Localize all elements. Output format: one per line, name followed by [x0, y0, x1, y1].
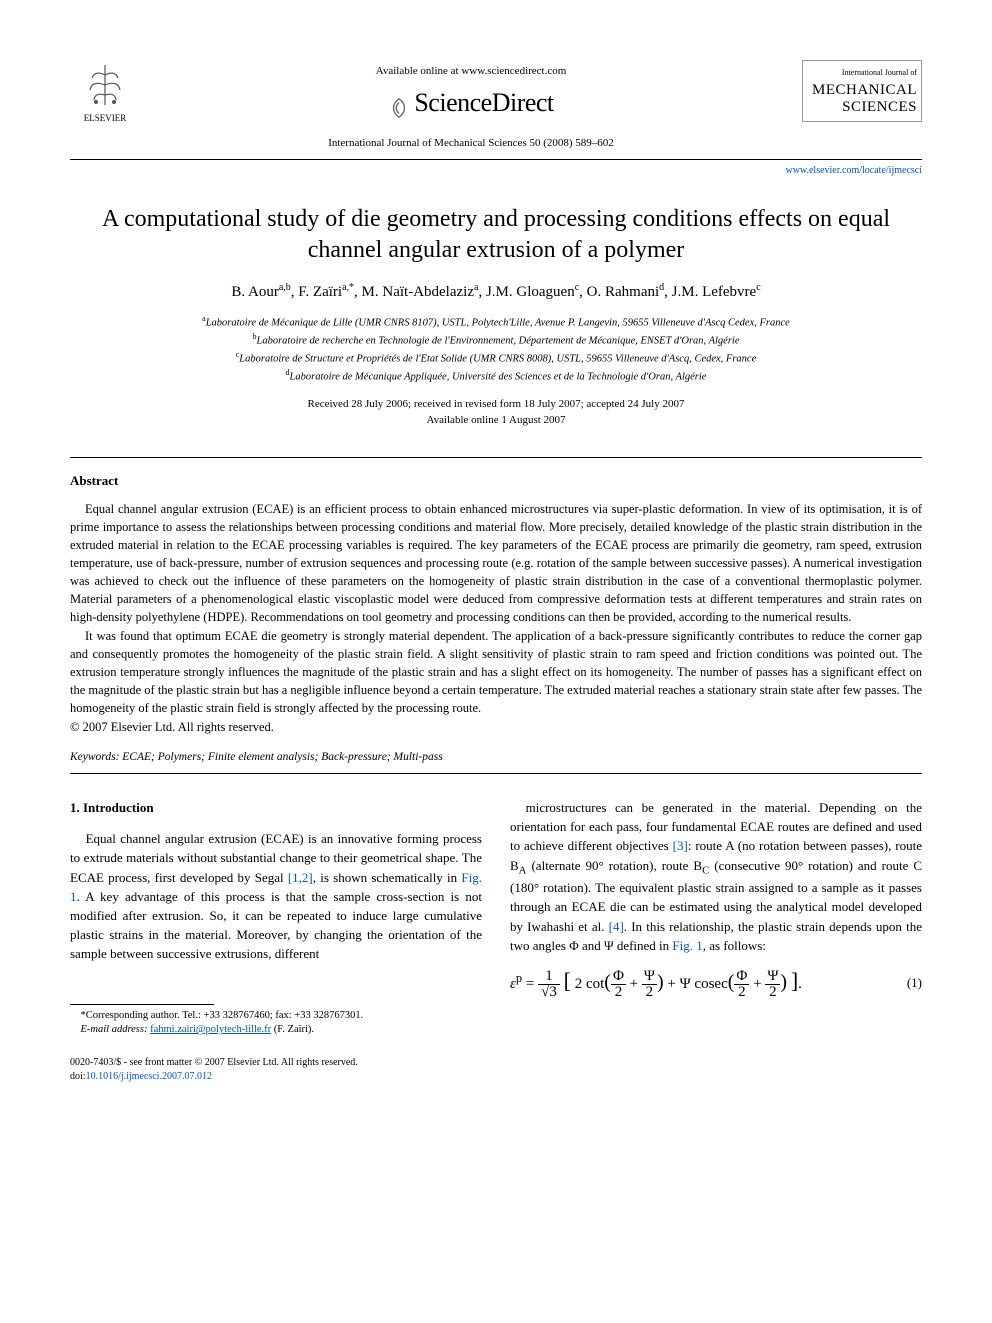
affiliation-b: bLaboratoire de recherche en Technologie…: [70, 331, 922, 349]
corr-email-who: (F. Zaïri).: [274, 1024, 314, 1035]
available-online-text: Available online at www.sciencedirect.co…: [140, 64, 802, 79]
affiliation-d: dLaboratoire de Mécanique Appliquée, Uni…: [70, 367, 922, 385]
affiliation-a: aLaboratoire de Mécanique de Lille (UMR …: [70, 313, 922, 331]
sciencedirect-icon: [388, 93, 410, 115]
affiliations: aLaboratoire de Mécanique de Lille (UMR …: [70, 313, 922, 386]
journal-locate-link-row: www.elsevier.com/locate/ijmecsci: [70, 164, 922, 178]
sciencedirect-logo: ScienceDirect: [140, 85, 802, 121]
abstract-heading: Abstract: [70, 472, 922, 490]
equation-1-body: εp = 1√3 [ 2 cot(Φ2 + Ψ2) + Ψ cosec(Φ2 +…: [510, 965, 802, 1000]
article-title: A computational study of die geometry an…: [70, 204, 922, 266]
rule-above-abstract: [70, 457, 922, 458]
intro-left-text: Equal channel angular extrusion (ECAE) i…: [70, 829, 482, 964]
abstract-copyright: © 2007 Elsevier Ltd. All rights reserved…: [70, 719, 922, 737]
affiliation-c: cLaboratoire de Structure et Propriétés …: [70, 349, 922, 367]
journal-box-name-2: SCIENCES: [807, 99, 917, 116]
email-label: E-mail address:: [81, 1024, 148, 1035]
corr-author-line: *Corresponding author. Tel.: +33 3287674…: [70, 1009, 482, 1024]
footer-doi-line: doi:10.1016/j.ijmecsci.2007.07.012: [70, 1070, 482, 1084]
intro-heading: 1. Introduction: [70, 798, 482, 817]
doi-link[interactable]: 10.1016/j.ijmecsci.2007.07.012: [86, 1071, 212, 1082]
equation-1-number: (1): [907, 973, 922, 992]
journal-reference: International Journal of Mechanical Scie…: [140, 136, 802, 151]
footer-copyright: 0020-7403/$ - see front matter © 2007 El…: [70, 1056, 482, 1070]
equation-1-row: εp = 1√3 [ 2 cot(Φ2 + Ψ2) + Ψ cosec(Φ2 +…: [510, 965, 922, 1000]
right-column: microstructures can be generated in the …: [510, 798, 922, 1084]
article-dates: Received 28 July 2006; received in revis…: [70, 396, 922, 429]
journal-locate-link[interactable]: www.elsevier.com/locate/ijmecsci: [785, 165, 922, 176]
elsevier-logo: ELSEVIER: [70, 60, 140, 125]
journal-box-name-1: MECHANICAL: [807, 82, 917, 99]
body-columns: 1. Introduction Equal channel angular ex…: [70, 798, 922, 1084]
intro-right-text: microstructures can be generated in the …: [510, 798, 922, 955]
abstract-body: Equal channel angular extrusion (ECAE) i…: [70, 500, 922, 718]
elsevier-tree-icon: [80, 60, 130, 110]
online-date: Available online 1 August 2007: [70, 412, 922, 429]
keywords-label: Keywords:: [70, 751, 119, 763]
sciencedirect-text: ScienceDirect: [414, 85, 553, 121]
left-column: 1. Introduction Equal channel angular ex…: [70, 798, 482, 1084]
header-row: ELSEVIER Available online at www.science…: [70, 60, 922, 160]
footer-block: 0020-7403/$ - see front matter © 2007 El…: [70, 1056, 482, 1084]
keywords-list: ECAE; Polymers; Finite element analysis;…: [122, 751, 442, 763]
doi-label: doi:: [70, 1071, 86, 1082]
received-date: Received 28 July 2006; received in revis…: [70, 396, 922, 413]
journal-box-caption: International Journal of: [807, 67, 917, 78]
abstract-p1: Equal channel angular extrusion (ECAE) i…: [70, 500, 922, 627]
keywords-line: Keywords: ECAE; Polymers; Finite element…: [70, 749, 922, 765]
header-center: Available online at www.sciencedirect.co…: [140, 60, 802, 151]
corr-email-link[interactable]: fahmi.zairi@polytech-lille.fr: [150, 1024, 271, 1035]
corresponding-author-footnote: *Corresponding author. Tel.: +33 3287674…: [70, 1009, 482, 1038]
authors-line: B. Aoura,b, F. Zaïria,*, M. Naït-Abdelaz…: [70, 281, 922, 303]
corr-email-line: E-mail address: fahmi.zairi@polytech-lil…: [70, 1023, 482, 1038]
journal-cover-box: International Journal of MECHANICAL SCIE…: [802, 60, 922, 122]
rule-below-keywords: [70, 773, 922, 774]
publisher-name: ELSEVIER: [70, 112, 140, 125]
footnote-rule: [70, 1004, 214, 1005]
abstract-p2: It was found that optimum ECAE die geome…: [70, 627, 922, 718]
